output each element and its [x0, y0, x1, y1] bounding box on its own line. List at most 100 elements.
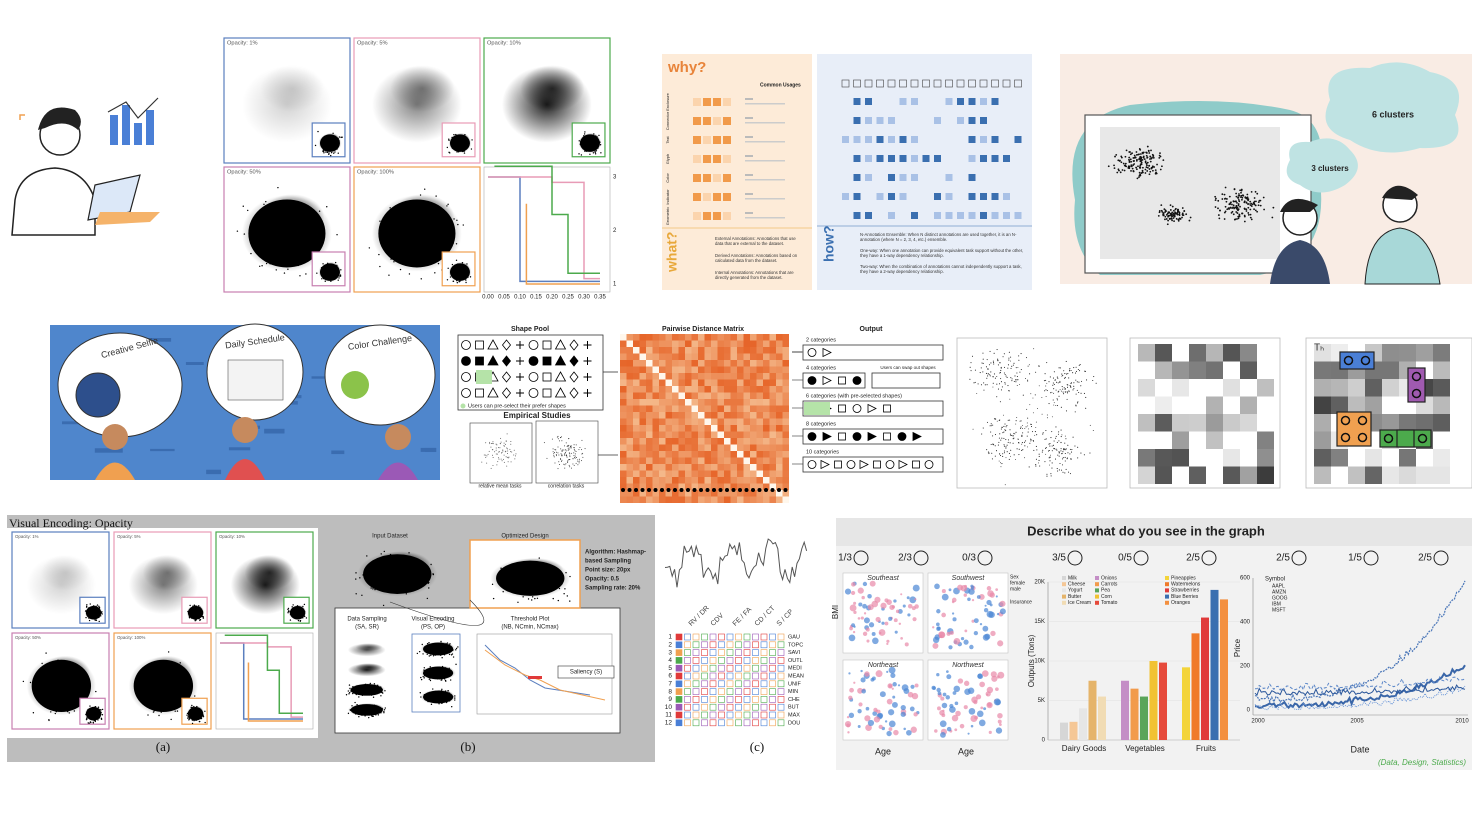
matrix-cell — [782, 490, 789, 497]
dot — [198, 613, 200, 616]
dot — [1177, 210, 1179, 213]
dot — [1123, 169, 1126, 172]
dot — [419, 692, 421, 694]
dot — [574, 453, 576, 455]
dot — [1052, 377, 1055, 379]
heat-cell — [1433, 414, 1450, 432]
c-cell — [769, 649, 776, 656]
dot — [305, 238, 308, 241]
dot — [1240, 191, 1242, 194]
dot — [514, 573, 516, 575]
dot — [1021, 442, 1023, 444]
dot — [409, 572, 411, 575]
dot — [553, 453, 555, 455]
dot — [370, 685, 373, 688]
label: 3 — [613, 175, 617, 181]
dot — [456, 219, 458, 221]
dot — [1141, 166, 1144, 169]
dot — [434, 690, 437, 693]
dot — [1061, 375, 1063, 377]
dot — [259, 265, 261, 267]
dot — [74, 691, 76, 693]
dot — [452, 271, 454, 273]
dot — [1007, 419, 1009, 421]
dot — [1008, 351, 1010, 353]
dot — [438, 645, 440, 647]
dot — [363, 712, 365, 714]
shape — [501, 387, 512, 399]
cell — [888, 155, 895, 162]
doodle — [150, 448, 175, 452]
dot — [54, 670, 56, 672]
matrix-cell — [620, 431, 627, 438]
matrix-cell — [724, 392, 731, 399]
matrix-cell — [763, 431, 770, 438]
matrix-cell — [750, 470, 757, 477]
matrix-cell — [620, 405, 627, 412]
dot — [455, 143, 458, 146]
matrix-cell — [763, 353, 770, 360]
dot — [569, 466, 571, 468]
dot — [443, 652, 445, 655]
dot — [489, 441, 491, 443]
matrix-cell — [672, 490, 679, 497]
matrix-cell — [633, 444, 640, 451]
matrix-cell — [769, 483, 776, 490]
dot — [1249, 208, 1252, 211]
dot — [1004, 382, 1006, 384]
dot — [398, 571, 401, 573]
dot — [194, 695, 196, 697]
dot — [1092, 379, 1094, 382]
dot — [432, 698, 435, 700]
dot — [443, 671, 446, 673]
dot — [561, 440, 563, 442]
dot — [56, 687, 58, 689]
dot — [1136, 158, 1138, 161]
dot — [516, 576, 519, 578]
dot — [1046, 382, 1048, 384]
panel — [215, 632, 314, 730]
dot — [1139, 160, 1142, 163]
dot — [85, 692, 87, 695]
dot — [445, 680, 447, 682]
dot — [84, 610, 87, 612]
trend-icon — [107, 97, 159, 119]
dot — [1076, 381, 1078, 383]
dot — [548, 584, 551, 587]
dot — [1026, 422, 1028, 424]
dot — [364, 712, 366, 715]
dot — [370, 712, 373, 715]
dot — [87, 722, 89, 724]
dot — [532, 575, 534, 578]
dot — [485, 442, 487, 444]
dot — [75, 665, 77, 667]
dot — [1063, 387, 1065, 389]
dot — [1139, 164, 1142, 167]
matrix-cell — [730, 438, 737, 445]
dot — [197, 715, 200, 717]
dot — [534, 587, 536, 589]
dot — [301, 614, 303, 616]
dot — [1053, 383, 1055, 385]
matrix-cell — [685, 490, 692, 497]
matrix-cell — [620, 470, 627, 477]
dot — [432, 573, 435, 576]
matrix-cell — [646, 373, 653, 380]
dot — [318, 210, 321, 212]
matrix-cell — [639, 379, 646, 386]
dot — [299, 612, 301, 614]
dot — [363, 692, 365, 695]
dot — [302, 605, 304, 608]
dot — [1067, 444, 1069, 446]
matrix-cell — [776, 392, 783, 399]
dot — [361, 713, 364, 715]
label: SAVI — [788, 650, 801, 656]
dot — [1059, 367, 1061, 369]
blob — [390, 65, 455, 112]
dot — [419, 220, 421, 223]
matrix-cell — [743, 366, 750, 373]
doodle — [62, 421, 83, 425]
cell — [934, 212, 941, 219]
dot — [429, 644, 432, 647]
dot — [170, 718, 172, 721]
